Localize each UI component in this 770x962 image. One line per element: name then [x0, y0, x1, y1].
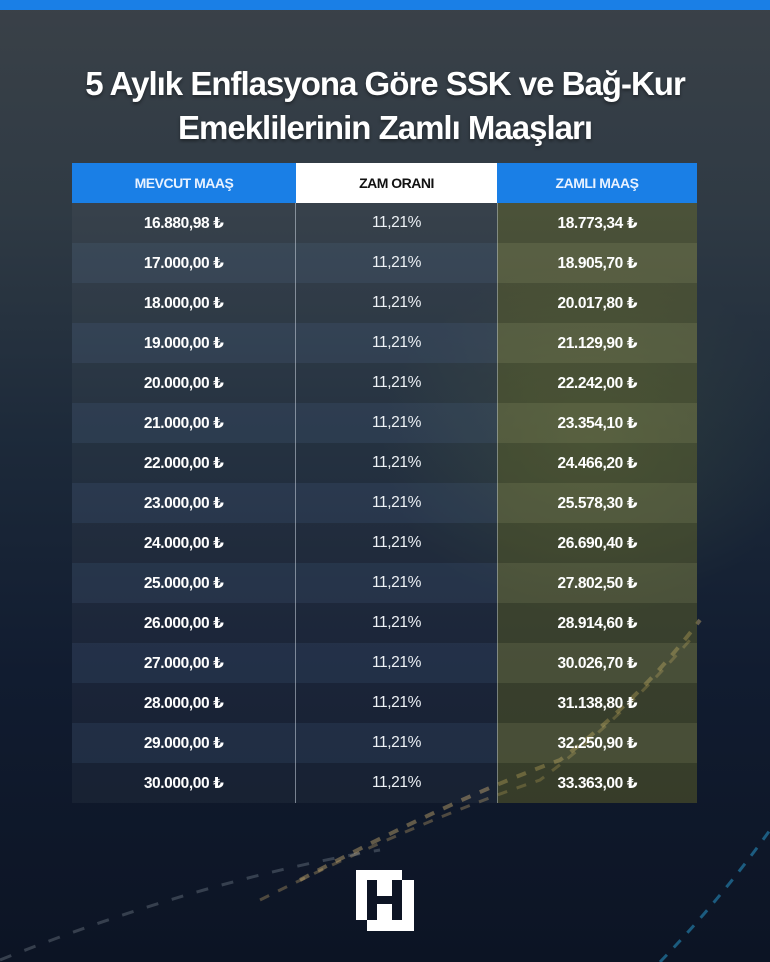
raise-rate-cell: 11,21% — [295, 483, 497, 523]
raised-salary-cell: 20.017,80 ₺ — [496, 283, 697, 323]
table-row: 28.000,00 ₺ 11,21% 31.138,80 ₺ — [72, 683, 697, 723]
raised-salary-cell: 28.914,60 ₺ — [496, 603, 697, 643]
raised-salary-cell: 21.129,90 ₺ — [496, 323, 697, 363]
header-current-salary: MEVCUT MAAŞ — [72, 163, 296, 203]
table-row: 29.000,00 ₺ 11,21% 32.250,90 ₺ — [72, 723, 697, 763]
raised-salary-cell: 31.138,80 ₺ — [496, 683, 697, 723]
raised-salary-cell: 30.026,70 ₺ — [496, 643, 697, 683]
current-salary-cell: 23.000,00 ₺ — [72, 483, 296, 523]
raised-salary-cell: 32.250,90 ₺ — [496, 723, 697, 763]
table-row: 16.880,98 ₺ 11,21% 18.773,34 ₺ — [72, 203, 697, 243]
header-raised-salary: ZAMLI MAAŞ — [497, 163, 697, 203]
raise-rate-cell: 11,21% — [295, 283, 497, 323]
table-row: 22.000,00 ₺ 11,21% 24.466,20 ₺ — [72, 443, 697, 483]
table-row: 24.000,00 ₺ 11,21% 26.690,40 ₺ — [72, 523, 697, 563]
current-salary-cell: 30.000,00 ₺ — [72, 763, 296, 803]
salary-table: MEVCUT MAAŞ ZAM ORANI ZAMLI MAAŞ 16.880,… — [72, 163, 697, 803]
raised-salary-cell: 18.905,70 ₺ — [496, 243, 697, 283]
table-row: 19.000,00 ₺ 11,21% 21.129,90 ₺ — [72, 323, 697, 363]
table-row: 23.000,00 ₺ 11,21% 25.578,30 ₺ — [72, 483, 697, 523]
raised-salary-cell: 33.363,00 ₺ — [496, 763, 697, 803]
table-row: 20.000,00 ₺ 11,21% 22.242,00 ₺ — [72, 363, 697, 403]
table-row: 26.000,00 ₺ 11,21% 28.914,60 ₺ — [72, 603, 697, 643]
raised-salary-cell: 27.802,50 ₺ — [496, 563, 697, 603]
raise-rate-cell: 11,21% — [295, 723, 497, 763]
top-accent-bar — [0, 0, 770, 10]
current-salary-cell: 29.000,00 ₺ — [72, 723, 296, 763]
current-salary-cell: 28.000,00 ₺ — [72, 683, 296, 723]
current-salary-cell: 27.000,00 ₺ — [72, 643, 296, 683]
table-row: 27.000,00 ₺ 11,21% 30.026,70 ₺ — [72, 643, 697, 683]
raise-rate-cell: 11,21% — [295, 323, 497, 363]
current-salary-cell: 26.000,00 ₺ — [72, 603, 296, 643]
current-salary-cell: 24.000,00 ₺ — [72, 523, 296, 563]
table-header: MEVCUT MAAŞ ZAM ORANI ZAMLI MAAŞ — [72, 163, 697, 203]
raise-rate-cell: 11,21% — [295, 243, 497, 283]
title-line-2: Emeklilerinin Zamlı Maaşları — [177, 109, 593, 146]
raised-salary-cell: 22.242,00 ₺ — [496, 363, 697, 403]
raised-salary-cell: 18.773,34 ₺ — [496, 203, 697, 243]
raised-salary-cell: 25.578,30 ₺ — [496, 483, 697, 523]
header-raise-rate: ZAM ORANI — [296, 163, 497, 203]
raise-rate-cell: 11,21% — [295, 203, 497, 243]
raise-rate-cell: 11,21% — [295, 563, 497, 603]
table-row: 17.000,00 ₺ 11,21% 18.905,70 ₺ — [72, 243, 697, 283]
table-row: 18.000,00 ₺ 11,21% 20.017,80 ₺ — [72, 283, 697, 323]
current-salary-cell: 17.000,00 ₺ — [72, 243, 296, 283]
current-salary-cell: 22.000,00 ₺ — [72, 443, 296, 483]
raised-salary-cell: 26.690,40 ₺ — [496, 523, 697, 563]
raise-rate-cell: 11,21% — [295, 643, 497, 683]
table-row: 25.000,00 ₺ 11,21% 27.802,50 ₺ — [72, 563, 697, 603]
raise-rate-cell: 11,21% — [295, 403, 497, 443]
raise-rate-cell: 11,21% — [295, 443, 497, 483]
title-line-1: 5 Aylık Enflasyona Göre SSK ve Bağ-Kur — [85, 65, 686, 102]
current-salary-cell: 20.000,00 ₺ — [72, 363, 296, 403]
raise-rate-cell: 11,21% — [295, 763, 497, 803]
raised-salary-cell: 24.466,20 ₺ — [496, 443, 697, 483]
table-row: 21.000,00 ₺ 11,21% 23.354,10 ₺ — [72, 403, 697, 443]
page-title: 5 Aylık Enflasyona Göre SSK ve Bağ-Kur E… — [0, 62, 770, 150]
table-row: 30.000,00 ₺ 11,21% 33.363,00 ₺ — [72, 763, 697, 803]
h-logo-icon — [356, 870, 414, 931]
current-salary-cell: 16.880,98 ₺ — [72, 203, 296, 243]
current-salary-cell: 21.000,00 ₺ — [72, 403, 296, 443]
raise-rate-cell: 11,21% — [295, 603, 497, 643]
current-salary-cell: 25.000,00 ₺ — [72, 563, 296, 603]
table-body: 16.880,98 ₺ 11,21% 18.773,34 ₺ 17.000,00 ₺… — [72, 203, 697, 803]
raise-rate-cell: 11,21% — [295, 683, 497, 723]
raise-rate-cell: 11,21% — [295, 523, 497, 563]
current-salary-cell: 18.000,00 ₺ — [72, 283, 296, 323]
current-salary-cell: 19.000,00 ₺ — [72, 323, 296, 363]
raised-salary-cell: 23.354,10 ₺ — [496, 403, 697, 443]
raise-rate-cell: 11,21% — [295, 363, 497, 403]
